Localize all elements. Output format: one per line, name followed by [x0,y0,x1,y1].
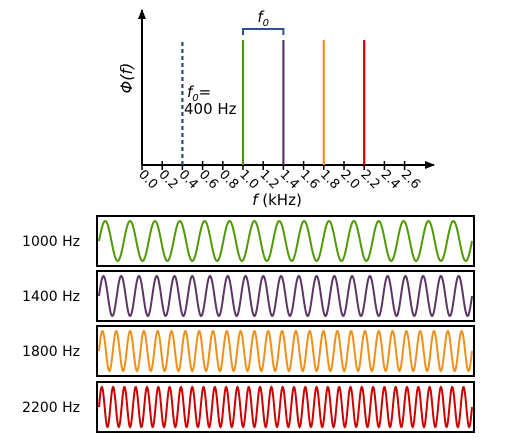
x-tick-label: 0.6 [196,167,221,192]
waveform-frame [96,325,475,377]
x-tick-label: 1.2 [256,167,281,192]
x-tick-label: 2.4 [378,167,403,192]
bracket-label-subscript: 0 [263,18,269,29]
x-axis-label-symbol: f [252,191,260,209]
waveform-label: 1800 Hz [22,344,80,360]
waveform-trace [98,385,473,429]
fundamental-value: 400 Hz [184,100,237,118]
fundamental-label-symbol: f [187,83,195,101]
x-axis-label-unit: (kHz) [262,191,302,209]
fundamental-label: f0= [187,83,211,104]
bracket-label: f0 [257,8,269,29]
spectrum-plot: Φ(f) 0.00.20.40.60.81.01.21.41.61.82.02.… [117,8,435,209]
x-tick-label: 0.0 [135,167,160,192]
bracket-label-symbol: f [257,8,265,26]
x-tick-label: 0.4 [176,167,201,192]
x-tick-label: 1.4 [277,167,302,192]
x-tick-label: 1.8 [317,167,342,192]
waveform-panel: 1800 Hz [22,325,475,377]
spectral-lines [181,40,366,165]
x-tick-label: 2.0 [337,167,362,192]
waveform-trace [98,329,473,373]
waveform-panel: 1000 Hz [22,215,475,267]
waveform-label: 1000 Hz [22,234,80,250]
waveform-frame [96,270,475,322]
x-tick-label: 2.2 [357,167,382,192]
x-tick-label: 0.8 [216,167,241,192]
waveform-label: 1400 Hz [22,289,80,305]
x-tick-label: 0.2 [155,167,180,192]
fundamental-label-equals: = [199,83,212,101]
y-axis-label: Φ(f) [117,63,136,94]
x-tick-label: 1.0 [236,167,261,192]
waveform-label: 2200 Hz [22,400,80,416]
x-tick-label: 2.6 [398,167,423,192]
waveform-panel: 2200 Hz [22,381,475,433]
waveform-trace [98,219,473,263]
waveform-frame [96,215,475,267]
waveform-panel: 1400 Hz [22,270,475,322]
spacing-bracket [242,28,285,35]
x-tick-label: 1.6 [297,167,322,192]
x-axis-label: f (kHz) [252,191,302,209]
waveform-frame [96,381,475,433]
waveform-trace [98,274,473,318]
fundamental-label-subscript: 0 [192,93,198,104]
waveform-panels: 1000 Hz 1400 Hz 1800 Hz 2200 Hz [22,215,475,433]
